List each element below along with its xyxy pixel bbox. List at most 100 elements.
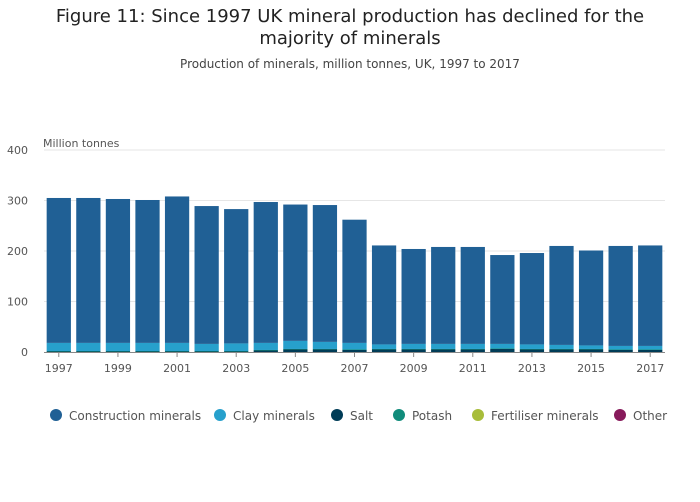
bar-construction-minerals-2008 [371,245,397,345]
x-tick-label: 2009 [400,362,428,375]
legend-item-clay-minerals[interactable]: Clay minerals [214,409,315,423]
bar-construction-minerals-2010 [431,246,456,344]
bar-potash-2007 [342,349,367,350]
bar-salt-2004 [253,350,278,352]
legend-item-construction-minerals[interactable]: Construction minerals [50,409,201,423]
bar-salt-2001 [164,351,190,352]
bar-construction-minerals-2012 [490,255,515,344]
bar-potash-2011 [460,348,485,350]
legend-label: Salt [350,409,373,423]
bar-potash-2004 [253,349,278,351]
x-axis-ticks: 1997 1999 2001 2003 2005 2007 2009 2011 2013 2015… [45,352,664,375]
y-tick-label: 100 [7,296,28,309]
x-tick-label: 2001 [163,362,191,375]
bar-salt-2012 [490,348,515,352]
bar-salt-2007 [342,349,367,352]
bar-construction-minerals-1997 [46,197,71,343]
bar-clay-minerals-2000 [135,342,160,351]
bar-clay-minerals-2016 [608,345,633,350]
bar-salt-2013 [519,349,545,352]
bar-salt-2011 [460,349,485,352]
chart-subtitle: Production of minerals, million tonnes, … [180,57,520,71]
bar-clay-minerals-1997 [46,342,71,351]
bar-potash-2000 [135,350,160,352]
bar-construction-minerals-2004 [253,202,278,343]
bar-construction-minerals-2009 [401,248,426,344]
bar-salt-1997 [46,351,71,352]
bar-salt-2005 [283,349,308,352]
bar-clay-minerals-2005 [283,340,308,349]
bar-clay-minerals-2010 [431,343,456,349]
bar-construction-minerals-2002 [194,206,219,344]
x-tick-label: 1999 [104,362,132,375]
bar-clay-minerals-2007 [342,342,367,350]
bar-construction-minerals-2000 [135,199,160,343]
bar-construction-minerals-2001 [164,196,190,343]
legend-item-other[interactable]: Other [614,409,667,423]
bar-construction-minerals-1998 [76,197,101,343]
legend-item-potash[interactable]: Potash [393,409,452,423]
legend-label: Other [633,409,667,423]
bar-salt-2006 [312,349,338,352]
bar-construction-minerals-2013 [519,253,545,345]
x-tick-label: 1997 [45,362,73,375]
y-tick-label: 300 [7,195,28,208]
legend-label: Clay minerals [233,409,315,423]
bar-potash-2006 [312,348,338,350]
bar-construction-minerals-2015 [578,250,604,346]
bar-potash-1999 [105,350,131,352]
bar-clay-minerals-2009 [401,343,426,349]
bar-clay-minerals-2001 [164,342,190,351]
x-tick-label: 2013 [518,362,546,375]
bar-salt-1998 [76,351,101,352]
legend-swatch [472,409,484,421]
bar-potash-2012 [490,348,515,349]
bar-potash-2010 [431,348,456,350]
bar-salt-2017 [638,349,663,352]
bar-clay-minerals-2014 [549,344,574,349]
bar-construction-minerals-2011 [460,246,485,344]
legend-item-salt[interactable]: Salt [331,409,373,423]
bar-potash-2001 [164,350,190,352]
bar-potash-2017 [638,349,663,350]
bar-potash-2014 [549,348,574,350]
bar-clay-minerals-2017 [638,345,663,350]
bar-potash-2013 [519,348,545,350]
bar-salt-2008 [371,349,397,352]
bar-potash-1998 [76,350,101,352]
bar-construction-minerals-2006 [312,205,338,342]
bar-potash-2003 [224,350,249,352]
bar-potash-2015 [578,348,604,350]
y-axis-label: Million tonnes [43,137,120,150]
bar-construction-minerals-2017 [638,245,663,346]
bar-clay-minerals-2008 [371,344,397,349]
bar-construction-minerals-1999 [105,198,131,343]
bar-salt-2009 [401,349,426,352]
bar-potash-2008 [371,348,397,350]
y-tick-label: 200 [7,245,28,258]
bar-clay-minerals-2012 [490,343,515,349]
bar-salt-2002 [194,351,219,352]
legend-swatch [50,409,62,421]
bar-clay-minerals-2004 [253,342,278,350]
bar-potash-2005 [283,348,308,350]
y-tick-label: 0 [21,346,28,359]
bar-clay-minerals-2003 [224,343,249,351]
bar-clay-minerals-1999 [105,342,131,351]
bar-construction-minerals-2014 [549,245,574,345]
x-tick-label: 2003 [222,362,250,375]
bars [46,196,663,352]
bar-clay-minerals-2013 [519,344,545,349]
bar-clay-minerals-2011 [460,343,485,349]
bar-clay-minerals-2015 [578,345,604,349]
bar-salt-1999 [105,351,131,352]
x-tick-label: 2011 [459,362,487,375]
bar-potash-2009 [401,348,426,350]
legend-item-fertiliser-minerals[interactable]: Fertiliser minerals [472,409,599,423]
y-axis-ticks: 0 100 200 300 400 [7,144,28,359]
bar-salt-2014 [549,349,574,352]
bar-construction-minerals-2016 [608,245,633,346]
bar-salt-2003 [224,351,249,352]
